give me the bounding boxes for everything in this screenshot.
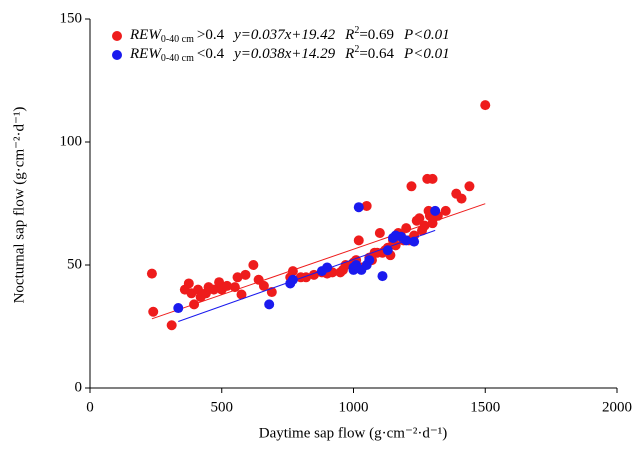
point — [264, 299, 275, 310]
point — [148, 306, 159, 317]
legend-text: y=0.037x+19.42 — [232, 27, 336, 43]
legend-text: REW — [129, 27, 162, 43]
point — [364, 255, 375, 266]
point — [361, 200, 372, 211]
point — [236, 289, 247, 300]
point — [222, 280, 233, 291]
point — [409, 236, 420, 247]
point — [430, 205, 441, 216]
point — [456, 193, 467, 204]
x-tick-label: 2000 — [602, 399, 632, 415]
legend-text: 2 — [354, 44, 359, 55]
legend-text: REW — [129, 46, 162, 62]
point — [406, 181, 417, 192]
point — [183, 278, 194, 289]
legend-entry: REW0-40 cm <0.4 y=0.038x+14.29 R2=0.64 P<0.0… — [129, 44, 450, 64]
legend-marker — [112, 31, 122, 41]
point — [440, 205, 451, 216]
point — [414, 213, 425, 224]
y-tick-label: 150 — [60, 10, 83, 26]
point — [189, 299, 200, 310]
legend-text: 0-40 cm — [161, 34, 194, 45]
point — [173, 303, 184, 314]
y-tick-label: 100 — [60, 133, 83, 149]
y-axis-label: Nocturnal sap flow (g·cm⁻²·d⁻¹) — [11, 107, 27, 304]
point — [374, 228, 385, 239]
point — [240, 269, 251, 280]
x-tick-label: 1500 — [470, 399, 500, 415]
legend-text: P<0.01 — [403, 46, 450, 62]
x-tick-label: 0 — [86, 399, 94, 415]
legend-text: 2 — [354, 25, 359, 36]
legend-text: y=0.038x+14.29 — [232, 46, 336, 62]
point — [229, 282, 240, 293]
point — [382, 245, 393, 256]
fit-line — [178, 229, 436, 323]
legend-text: =0.64 — [359, 46, 394, 62]
y-tick-label: 50 — [67, 256, 82, 272]
point — [427, 218, 438, 229]
point — [287, 266, 298, 277]
point — [419, 220, 430, 231]
legend-text: P<0.01 — [403, 27, 450, 43]
legend-marker — [112, 50, 122, 60]
point — [480, 100, 491, 111]
point — [353, 235, 364, 246]
y-tick-label: 0 — [75, 379, 83, 395]
legend-text: =0.69 — [359, 27, 394, 43]
point — [248, 260, 259, 270]
point — [401, 235, 412, 246]
x-tick-label: 1000 — [339, 399, 369, 415]
point — [208, 284, 219, 295]
point — [353, 202, 364, 213]
legend-text: 0-40 cm — [161, 53, 194, 64]
legend-text: <0.4 — [197, 46, 225, 62]
point — [427, 173, 438, 184]
point — [377, 271, 388, 282]
legend-text: >0.4 — [197, 27, 225, 43]
point — [464, 181, 475, 192]
legend-text: R — [344, 46, 354, 62]
legend-entry: REW0-40 cm >0.4 y=0.037x+19.42 R2=0.69 P<0.0… — [129, 25, 450, 45]
point — [258, 280, 269, 291]
point — [166, 320, 177, 331]
point — [322, 262, 333, 273]
point — [287, 274, 298, 285]
point — [232, 272, 243, 283]
point — [146, 268, 157, 279]
x-axis-label: Daytime sap flow (g·cm⁻²·d⁻¹) — [259, 425, 448, 441]
x-tick-label: 500 — [211, 399, 234, 415]
legend-text: R — [344, 27, 354, 43]
point — [401, 223, 412, 234]
